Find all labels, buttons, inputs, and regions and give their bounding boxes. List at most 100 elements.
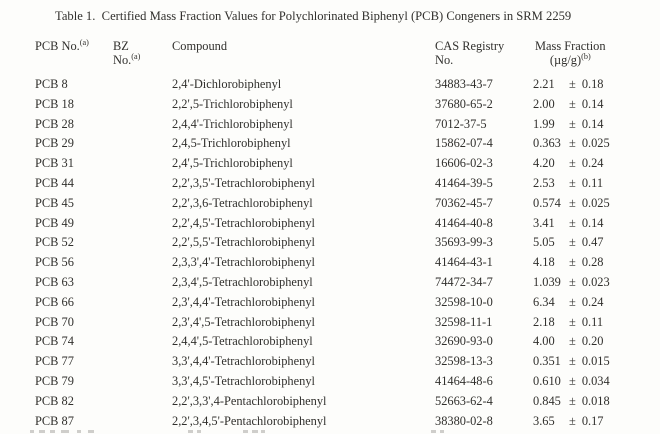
table-row: PCB 45 2,2',3,6-Tetrachlorobiphenyl 7036…	[35, 194, 660, 214]
plus-minus-sign: ±	[569, 156, 576, 171]
header-compound: Compound	[172, 39, 228, 53]
bz-no-cell	[113, 75, 172, 95]
mass-fraction-uncertainty: 0.11	[581, 175, 604, 190]
table-row: PCB 29 2,4,5-Trichlorobiphenyl 15862-07-…	[35, 134, 660, 154]
mass-fraction-cell: 4.20 ±0.24	[533, 154, 660, 174]
plus-minus-sign: ±	[569, 195, 576, 210]
cas-number-cell: 34883-43-7	[435, 77, 493, 91]
pcb-no-cell: PCB 28	[35, 116, 74, 131]
pcb-no-cell: PCB 56	[35, 255, 74, 270]
table-row: PCB 49 2,2',4,5'-Tetrachlorobiphenyl 414…	[35, 214, 660, 234]
footnote-marker-b: (b)	[581, 51, 591, 61]
table-row: PCB 28 2,4,4'-Trichlorobiphenyl 7012-37-…	[35, 115, 660, 135]
cas-number-cell: 70362-45-7	[435, 195, 493, 210]
mass-fraction-value: 0.610	[533, 373, 561, 388]
pcb-no-cell: PCB 77	[35, 354, 74, 369]
plus-minus-sign: ±	[569, 274, 576, 289]
cas-number-cell: 32598-10-0	[435, 294, 493, 309]
mass-fraction-uncertainty: 0.18	[581, 77, 604, 91]
mass-fraction-uncertainty: 0.20	[581, 334, 604, 349]
cas-number-cell: 16606-02-3	[435, 156, 493, 171]
table-row: PCB 52 2,2',5,5'-Tetrachlorobiphenyl 356…	[35, 233, 660, 253]
compound-cell: 3,3',4,5'-Tetrachlorobiphenyl	[172, 373, 315, 388]
table-row: PCB 82 2,2',3,3',4-Pentachlorobiphenyl 5…	[35, 392, 660, 412]
plus-minus-sign: ±	[569, 373, 576, 388]
plus-minus-sign: ±	[569, 116, 576, 131]
bz-no-cell	[113, 174, 172, 194]
bz-no-cell	[113, 214, 172, 234]
mass-fraction-cell: 4.00 ±0.20	[533, 332, 660, 352]
mass-fraction-value: 2.00	[533, 96, 555, 111]
mass-fraction-cell: 3.65 ±0.17	[533, 412, 660, 432]
pcb-no-cell: PCB 18	[35, 96, 74, 111]
compound-cell: 2,3,4',5-Tetrachlorobiphenyl	[172, 274, 313, 289]
table-row: PCB 44 2,2',3,5'-Tetrachlorobiphenyl 414…	[35, 174, 660, 194]
compound-cell: 2,2',3,3',4-Pentachlorobiphenyl	[172, 393, 327, 408]
table-row: PCB 8 2,4'-Dichlorobiphenyl 34883-43-7 2…	[35, 75, 660, 95]
plus-minus-sign: ±	[569, 354, 576, 369]
compound-cell: 2,2',5,5'-Tetrachlorobiphenyl	[172, 235, 315, 250]
mass-fraction-value: 0.351	[533, 354, 561, 369]
cas-number-cell: 41464-39-5	[435, 175, 493, 190]
table-row: PCB 77 3,3',4,4'-Tetrachlorobiphenyl 325…	[35, 352, 660, 372]
mass-fraction-uncertainty: 0.14	[581, 215, 604, 230]
compound-cell: 2,4',5-Trichlorobiphenyl	[172, 156, 293, 171]
plus-minus-sign: ±	[569, 96, 576, 111]
pcb-no-cell: PCB 87	[35, 413, 74, 428]
mass-fraction-uncertainty: 0.018	[581, 393, 610, 408]
mass-fraction-value: 2.18	[533, 314, 555, 329]
compound-cell: 2,2',4,5'-Tetrachlorobiphenyl	[172, 215, 315, 230]
mass-fraction-cell: 3.41 ±0.14	[533, 214, 660, 234]
mass-fraction-value: 0.845	[533, 393, 561, 408]
bz-no-cell	[113, 293, 172, 313]
cas-number-cell: 7012-37-5	[435, 116, 487, 131]
mass-fraction-uncertainty: 0.47	[581, 235, 604, 250]
cropped-footnote-marks	[30, 430, 630, 434]
compound-cell: 2,4,4'-Trichlorobiphenyl	[172, 116, 293, 131]
table-title: Table 1. Certified Mass Fraction Values …	[55, 9, 572, 23]
mass-fraction-value: 1.039	[533, 274, 561, 289]
bz-no-cell	[113, 392, 172, 412]
cas-number-cell: 37680-65-2	[435, 96, 493, 111]
compound-cell: 2,4,5-Trichlorobiphenyl	[172, 136, 291, 151]
plus-minus-sign: ±	[569, 215, 576, 230]
compound-cell: 2,4'-Dichlorobiphenyl	[172, 77, 282, 91]
cas-number-cell: 32598-13-3	[435, 354, 493, 369]
bz-no-cell	[113, 372, 172, 392]
mass-fraction-cell: 0.610 ±0.034	[533, 372, 660, 392]
mass-fraction-cell: 6.34 ±0.24	[533, 293, 660, 313]
mass-fraction-uncertainty: 0.11	[581, 314, 604, 329]
bz-no-cell	[113, 154, 172, 174]
mass-fraction-uncertainty: 0.24	[581, 294, 604, 309]
pcb-no-cell: PCB 63	[35, 274, 74, 289]
compound-cell: 2,2',3,5'-Tetrachlorobiphenyl	[172, 175, 315, 190]
compound-cell: 2,2',3,4,5'-Pentachlorobiphenyl	[172, 413, 327, 428]
compound-cell: 2,4,4',5-Tetrachlorobiphenyl	[172, 334, 313, 349]
pcb-no-cell: PCB 82	[35, 393, 74, 408]
mass-fraction-value: 2.21	[533, 77, 555, 91]
mass-fraction-uncertainty: 0.023	[581, 274, 610, 289]
bz-no-cell	[113, 352, 172, 372]
plus-minus-sign: ±	[569, 314, 576, 329]
pcb-no-cell: PCB 49	[35, 215, 74, 230]
cas-number-cell: 41464-40-8	[435, 215, 493, 230]
cas-number-cell: 41464-48-6	[435, 373, 493, 388]
cas-number-cell: 41464-43-1	[435, 255, 493, 270]
table-header-row: PCB No.(a) BZ No.(a) Compound CAS Regist…	[35, 38, 660, 67]
mass-fraction-cell: 1.99 ±0.14	[533, 115, 660, 135]
header-cas-registry: CAS Registry No.	[435, 39, 505, 67]
table-body: PCB 8 2,4'-Dichlorobiphenyl 34883-43-7 2…	[35, 75, 660, 431]
table-row: PCB 74 2,4,4',5-Tetrachlorobiphenyl 3269…	[35, 332, 660, 352]
bz-no-cell	[113, 313, 172, 333]
bz-no-cell	[113, 253, 172, 273]
table-row: PCB 56 2,3,3',4'-Tetrachlorobiphenyl 414…	[35, 253, 660, 273]
bz-no-cell	[113, 332, 172, 352]
plus-minus-sign: ±	[569, 136, 576, 151]
table-row: PCB 70 2,3',4',5-Tetrachlorobiphenyl 325…	[35, 313, 660, 333]
bz-no-cell	[113, 194, 172, 214]
mass-fraction-value: 4.00	[533, 334, 555, 349]
mass-fraction-value: 0.363	[533, 136, 561, 151]
compound-cell: 2,3,3',4'-Tetrachlorobiphenyl	[172, 255, 315, 270]
plus-minus-sign: ±	[569, 175, 576, 190]
